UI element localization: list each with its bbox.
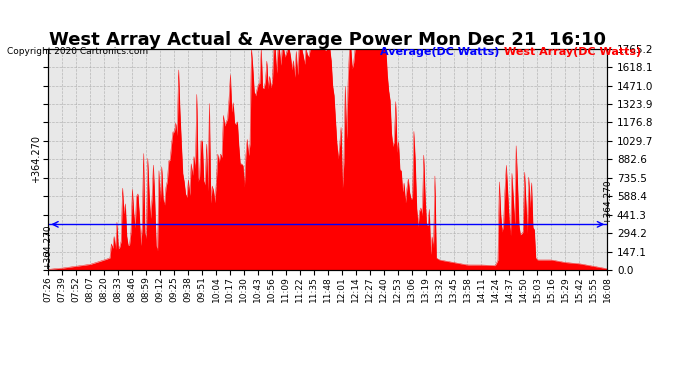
Text: +364.270: +364.270 — [43, 224, 52, 269]
Text: Average(DC Watts): Average(DC Watts) — [380, 47, 499, 57]
Y-axis label: +364.270: +364.270 — [30, 135, 41, 183]
Text: Copyright 2020 Cartronics.com: Copyright 2020 Cartronics.com — [7, 47, 148, 56]
Title: West Array Actual & Average Power Mon Dec 21  16:10: West Array Actual & Average Power Mon De… — [49, 31, 607, 49]
Text: West Array(DC Watts): West Array(DC Watts) — [504, 47, 641, 57]
Text: +364.270: +364.270 — [603, 180, 612, 224]
